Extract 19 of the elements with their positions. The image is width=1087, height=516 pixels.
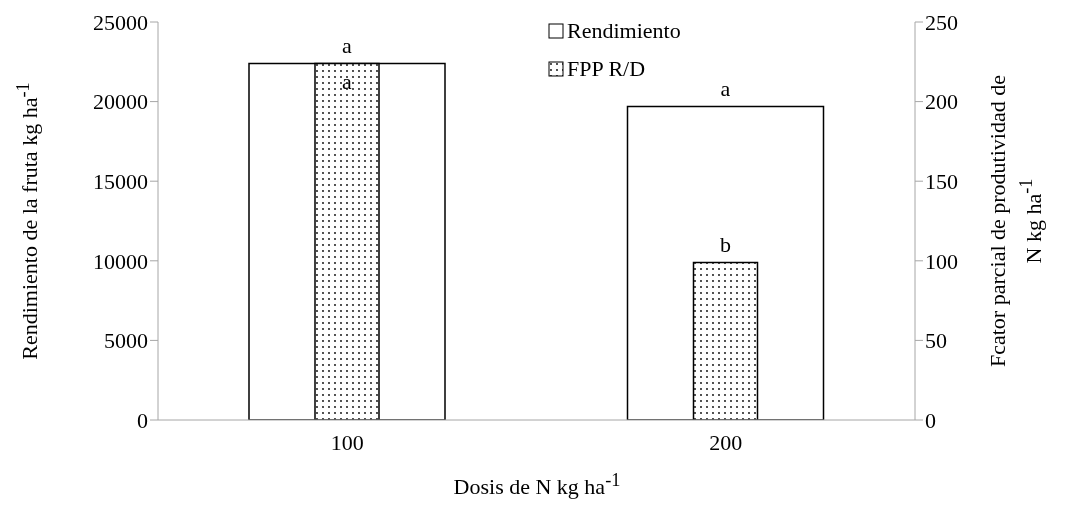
data-label: a	[342, 33, 353, 59]
y-tick-label: 10000	[93, 248, 148, 274]
y2-tick-label: 200	[925, 89, 958, 115]
legend-label: Rendimiento	[567, 18, 681, 44]
y2-tick-label: 100	[925, 248, 958, 274]
data-label: a	[720, 76, 731, 102]
legend-label: FPP R/D	[567, 56, 646, 82]
y2-tick-label: 150	[925, 169, 958, 195]
y2-tick-label: 50	[925, 328, 947, 354]
y-tick-label: 15000	[93, 169, 148, 195]
y-tick-label: 0	[137, 407, 148, 433]
y-tick-label: 5000	[104, 328, 148, 354]
y2-tick-label: 0	[925, 407, 936, 433]
data-label: b	[720, 232, 731, 258]
y-tick-label: 25000	[93, 9, 148, 35]
data-label: a	[342, 69, 353, 95]
y-tick-label: 20000	[93, 89, 148, 115]
x-axis-title: Dosis de N kg ha$^{-1}$	[453, 470, 621, 501]
y2-tick-label: 250	[925, 9, 958, 35]
